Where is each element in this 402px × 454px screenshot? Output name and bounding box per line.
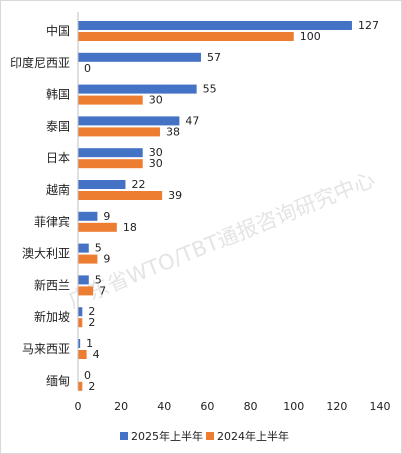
bar-series2 <box>78 222 117 232</box>
data-label: 30 <box>149 157 163 170</box>
data-label: 30 <box>149 146 163 159</box>
bar-series2 <box>78 191 163 200</box>
data-label: 7 <box>99 284 106 297</box>
bar-series2 <box>78 254 98 264</box>
data-label: 127 <box>358 19 379 32</box>
category-label: 新西兰 <box>34 277 70 292</box>
category-label: 韩国 <box>46 87 70 102</box>
bar-series1 <box>78 84 197 94</box>
x-tick-label: 80 <box>244 400 258 413</box>
legend-swatch <box>120 432 128 440</box>
bar-series1 <box>78 243 89 253</box>
category-label: 缅甸 <box>46 374 70 388</box>
bar-series1 <box>78 339 81 348</box>
bar-series2 <box>78 381 83 391</box>
x-tick-label: 60 <box>200 400 214 413</box>
data-label: 2 <box>88 316 95 329</box>
data-label: 100 <box>300 30 321 43</box>
x-tick-label: 140 <box>370 400 391 413</box>
category-label: 泰国 <box>46 119 70 133</box>
legend-swatch <box>206 432 214 440</box>
bar-series1 <box>78 307 83 317</box>
category-label: 中国 <box>46 23 70 38</box>
category-label: 马来西亚 <box>22 342 70 356</box>
bar-series2 <box>78 159 143 169</box>
data-label: 4 <box>93 348 100 361</box>
bar-series2 <box>78 127 160 137</box>
bar-series1 <box>78 116 180 126</box>
category-label: 日本 <box>46 151 70 165</box>
watermark-text: 广东省WTO/TBT通报咨询研究中心 <box>65 167 378 312</box>
data-label: 2 <box>88 305 95 318</box>
bar-series2 <box>78 95 143 105</box>
legend-label: 2025年上半年 <box>131 429 203 443</box>
data-label: 0 <box>84 62 91 75</box>
x-tick-label: 20 <box>114 400 128 413</box>
bar-series1 <box>78 211 98 221</box>
x-tick-label: 0 <box>75 400 82 413</box>
bar-series1 <box>78 148 143 158</box>
data-label: 18 <box>123 221 137 234</box>
bar-series1 <box>78 275 89 285</box>
data-label: 5 <box>95 273 102 286</box>
data-label: 0 <box>84 369 91 382</box>
data-label: 47 <box>185 114 199 127</box>
data-label: 38 <box>166 125 180 138</box>
category-label: 澳大利亚 <box>22 247 70 261</box>
category-label: 菲律宾 <box>34 214 70 229</box>
bar-series2 <box>78 318 83 328</box>
data-label: 30 <box>149 94 163 107</box>
bar-series1 <box>78 52 201 62</box>
bar-series2 <box>78 286 94 296</box>
x-tick-label: 120 <box>326 400 347 413</box>
data-label: 57 <box>207 51 221 64</box>
data-label: 39 <box>168 189 182 202</box>
data-label: 9 <box>103 210 110 223</box>
x-tick-label: 100 <box>283 400 304 413</box>
legend-label: 2024年上半年 <box>217 429 289 443</box>
bar-series2 <box>78 32 294 41</box>
data-label: 22 <box>131 178 145 191</box>
bar-series2 <box>78 350 87 359</box>
category-label: 新加坡 <box>34 309 70 324</box>
data-label: 55 <box>203 83 217 96</box>
category-label: 印度尼西亚 <box>10 55 70 70</box>
data-label: 1 <box>86 337 93 350</box>
bar-series1 <box>78 21 352 30</box>
category-label: 越南 <box>46 182 70 197</box>
bar-series1 <box>78 180 126 189</box>
x-tick-label: 40 <box>157 400 171 413</box>
data-label: 5 <box>95 242 102 255</box>
data-label: 2 <box>88 380 95 393</box>
data-label: 9 <box>103 253 110 266</box>
legend: 2025年上半年 2024年上半年 <box>120 429 289 443</box>
